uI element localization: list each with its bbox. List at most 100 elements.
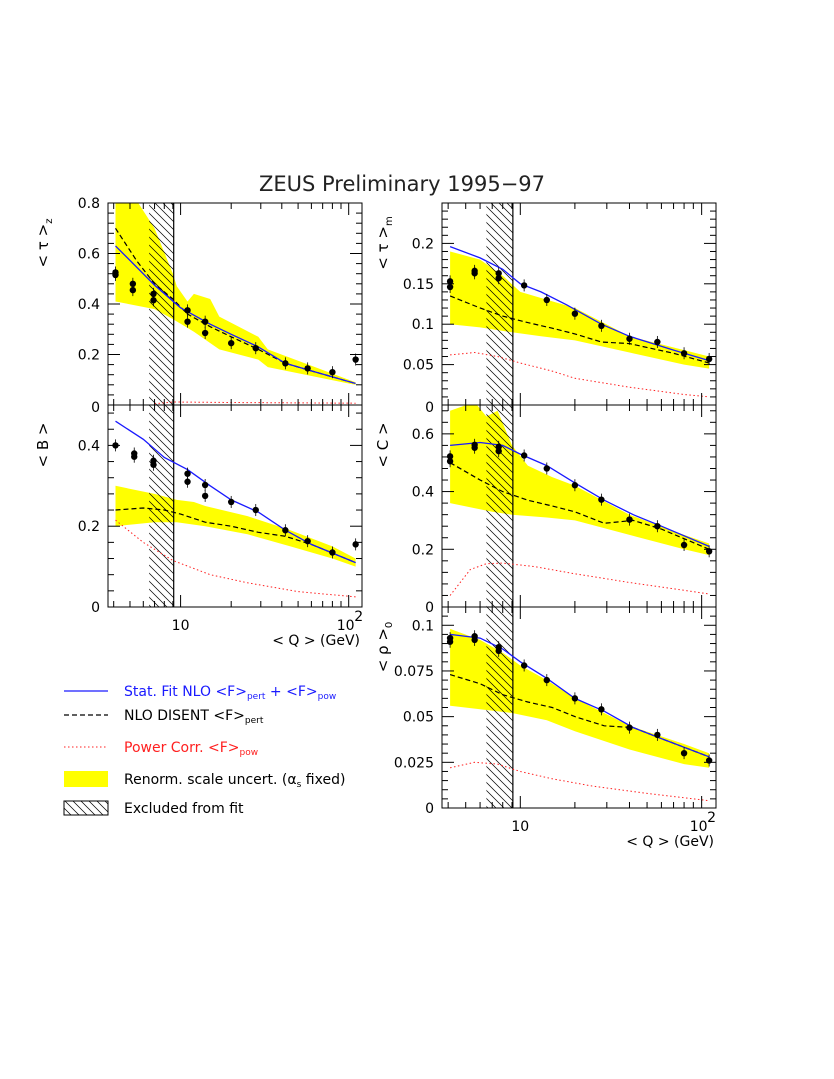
legend-label-sub: pert [245, 716, 264, 726]
excluded-region [486, 607, 513, 808]
x-tick-label: 10 [337, 618, 355, 634]
data-point [654, 338, 661, 346]
data-point [201, 481, 209, 489]
y-axis-label-main: < C > [374, 422, 392, 467]
scale-uncertainty-band [115, 485, 356, 567]
data-point [150, 461, 157, 468]
data-point [352, 356, 359, 363]
data-point [201, 329, 209, 337]
data-point [129, 280, 137, 287]
excluded-region [486, 203, 513, 405]
y-tick-label: 0.1 [412, 317, 434, 333]
y-tick-label: 0 [425, 801, 434, 817]
y-tick-label: 0.05 [403, 710, 434, 726]
data-point [304, 365, 311, 372]
data-point [543, 296, 551, 304]
x-axis-labels: 10 102< Q > (GeV)10 102< Q > (GeV) [172, 609, 716, 850]
data-point [304, 537, 311, 545]
nlo-disent-line [449, 295, 710, 364]
data-point [520, 452, 528, 459]
excluded-region [149, 203, 174, 405]
nlo-disent-line [449, 674, 710, 758]
legend-swatch-excluded [63, 800, 109, 816]
data-point [201, 318, 209, 325]
data-point [626, 724, 633, 731]
data-point [227, 339, 235, 347]
data-point [282, 527, 289, 534]
legend-label-sub: pow [318, 692, 337, 702]
data-point [184, 318, 191, 325]
legend-item-power: Power Corr. <F>pow [64, 740, 258, 758]
y-axis-label: < B > [34, 423, 52, 468]
data-point [495, 447, 502, 455]
x-tick-label: 10 [690, 819, 708, 835]
data-point [571, 310, 579, 317]
data-point [150, 297, 157, 304]
legend-label: Power Corr. <F>pow [124, 740, 258, 758]
data-point [598, 496, 605, 503]
data-point [446, 458, 454, 465]
data-point [112, 269, 119, 276]
data-point [282, 360, 289, 367]
data-point [520, 662, 528, 669]
y-axis-label: < C > [374, 422, 392, 467]
panel-B: 0 0.2 0.4 < B > [34, 404, 363, 616]
data-point [329, 368, 336, 376]
legend-label-text: Renorm. scale uncert. ( [124, 772, 287, 788]
nlo-disent-line [115, 507, 356, 564]
figure-title: ZEUS Preliminary 1995−97 [259, 172, 545, 196]
y-axis-label-main: < B > [34, 423, 52, 468]
y-axis-label-sub: m [384, 216, 395, 226]
y-axis-label: < ρ >0 [374, 622, 395, 673]
x-tick-label: 10 [172, 618, 190, 634]
y-tick-label: 0 [91, 400, 100, 416]
y-axis-label-main: < τ > [374, 226, 392, 270]
legend-label: Renorm. scale uncert. (αs fixed) [124, 772, 345, 790]
data-point [543, 465, 551, 472]
data-point [598, 706, 605, 713]
panels: 00.20.40.60.8< τ >z00.050.10.150.2< τ >m… [34, 196, 717, 817]
legend-item-excluded: Excluded from fit [63, 800, 244, 817]
y-tick-label: 0.2 [412, 542, 434, 558]
data-point [201, 492, 209, 500]
stat-fit-line [115, 245, 356, 385]
panel-frame [107, 404, 363, 608]
data-point [680, 350, 688, 357]
x-tick-label: 10 [511, 819, 529, 835]
data-point [680, 749, 688, 757]
data-point [571, 695, 579, 702]
legend-item-nlo: NLO DISENT <F>pert [64, 708, 264, 726]
legend-label-sub: pow [240, 748, 259, 758]
plot-area [446, 405, 713, 607]
x-axis-label: < Q > (GeV) [626, 834, 714, 850]
stat-fit-line [450, 441, 710, 547]
y-tick-label: 0.2 [412, 236, 434, 252]
y-tick-label: 0.2 [78, 519, 100, 535]
data-point [252, 344, 259, 352]
legend-item-fit: Stat. Fit NLO <F>pert + <F>pow [64, 684, 336, 702]
y-tick-label: 0.025 [394, 755, 434, 771]
data-point [471, 444, 478, 451]
power-correction-line [154, 401, 356, 405]
data-point [495, 274, 502, 282]
legend-label-sub: s [297, 780, 302, 790]
y-tick-label: 0.6 [412, 427, 434, 443]
data-point [571, 482, 579, 489]
legend-label: Excluded from fit [124, 801, 244, 817]
power-correction-line [450, 351, 710, 398]
data-point [471, 636, 478, 644]
y-tick-label: 0.15 [403, 277, 434, 293]
legend-label: Stat. Fit NLO <F>pert + <F>pow [124, 684, 336, 702]
plot-area [446, 607, 713, 808]
y-tick-label: 0 [425, 400, 434, 416]
panel-tau_m: 0 0.05 0.1 0.15 0.2 < τ >m [374, 202, 717, 416]
legend-label-text: NLO DISENT <F> [124, 708, 245, 724]
y-tick-label: 0 [91, 600, 100, 616]
data-point [654, 731, 661, 739]
nlo-disent-line [114, 227, 356, 385]
data-point [446, 283, 454, 291]
data-point [705, 355, 713, 363]
x-tick-label-exponent: 2 [354, 609, 363, 625]
y-tick-label: 0.1 [412, 618, 434, 634]
y-tick-label: 0.075 [394, 664, 434, 680]
